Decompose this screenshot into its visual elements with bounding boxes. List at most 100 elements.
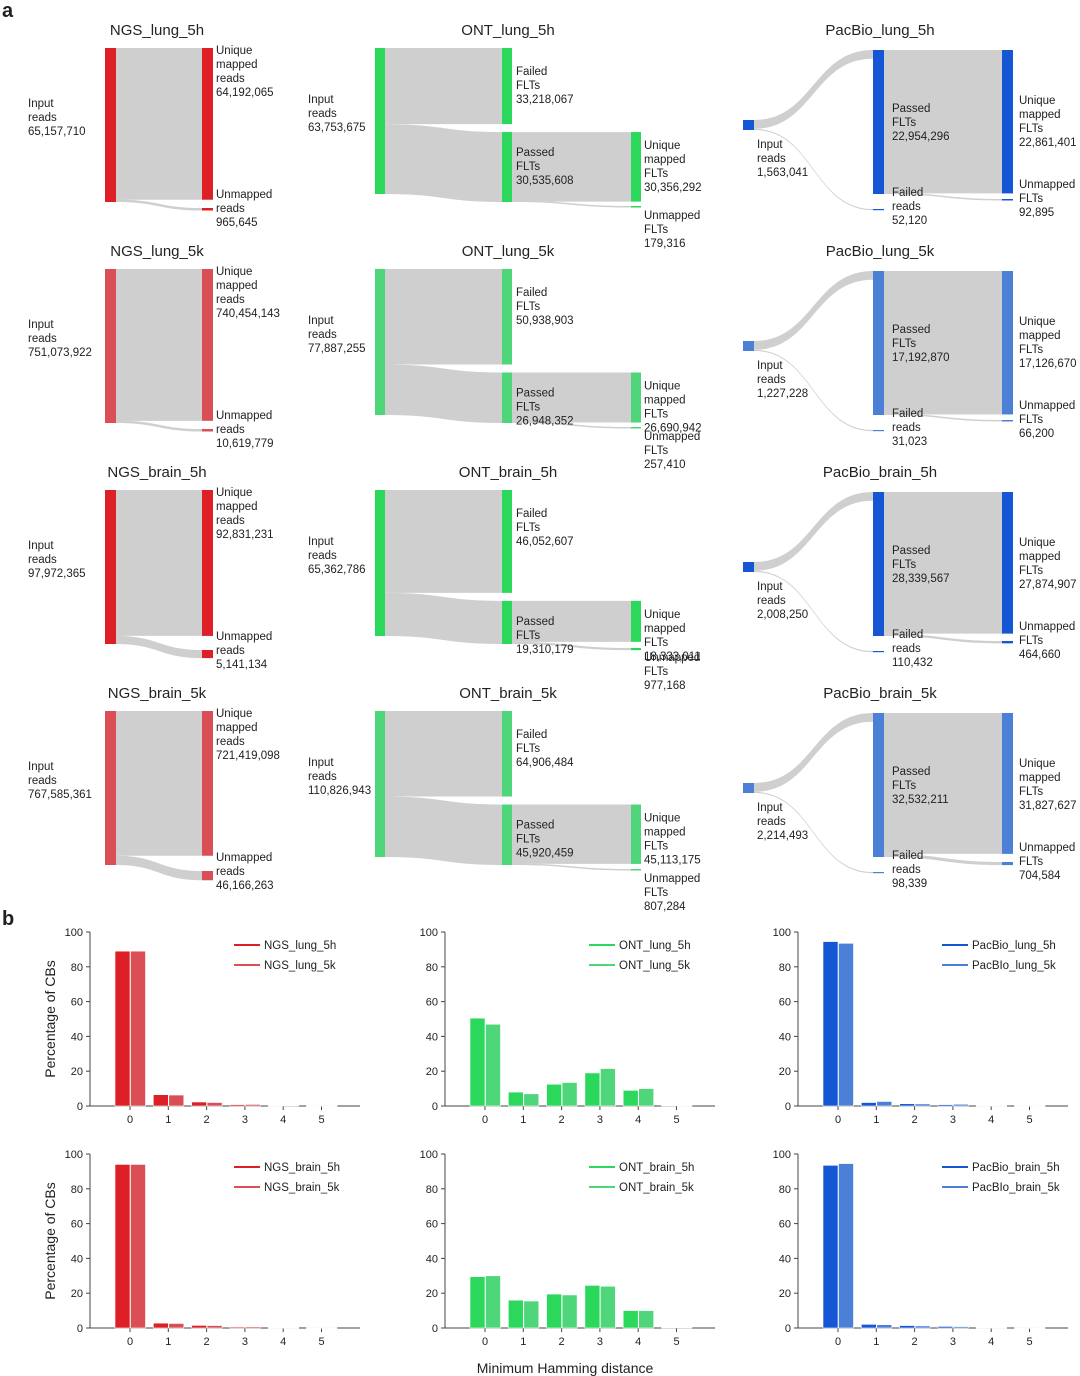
sankey-label-unmapped: Unmapped reads 965,645	[216, 189, 272, 229]
sankey-link	[884, 633, 1002, 644]
sankey-node-failed	[502, 269, 512, 365]
y-tick-label: 60	[779, 997, 791, 1009]
sankey-node-input	[743, 120, 754, 130]
y-tick-label: 80	[779, 962, 791, 974]
sankey-link	[754, 128, 873, 211]
bar-NGS_lung_5k-5	[321, 1105, 338, 1107]
sankey-NGS_lung_5h: NGS_lung_5h Input reads 65,157,710 Unique map…	[28, 22, 274, 229]
sankey-link	[116, 420, 202, 432]
y-tick-label: 40	[71, 1031, 83, 1043]
bar-PacBio_brain_5h-4	[975, 1327, 992, 1329]
x-tick-label: 4	[988, 1336, 994, 1348]
legend-label: ONT_lung_5h	[619, 940, 691, 952]
sankey-label-unmapped: Unmapped reads 5,141,134	[216, 631, 272, 671]
sankey-label-passed: Passed FLTs 45,920,459	[516, 820, 574, 860]
sankey-link	[884, 50, 1002, 194]
sankey-link	[385, 711, 502, 797]
sankey-label-input: Input reads 767,585,361	[28, 761, 92, 801]
bar-NGS_lung_5k-4	[283, 1105, 300, 1107]
bar-PacBIo_brain_5k-3	[953, 1326, 969, 1329]
sankey-node-passed	[502, 600, 512, 644]
bar-NGS_brain_5k-1	[168, 1323, 185, 1329]
y-tick-label: 60	[426, 1219, 438, 1231]
bar-ONT_brain_5h-5	[661, 1327, 677, 1329]
sankey-label-mapped: Unique mapped FLTs 18,333,011	[644, 609, 701, 663]
bar-PacBio_brain_5h-1	[860, 1324, 877, 1329]
y-tick-label: 100	[773, 927, 791, 939]
bar-PacBio_brain_5h-5	[1014, 1327, 1030, 1329]
sankey-label-mapped: Unique mapped FLTs 45,113,175	[644, 813, 701, 867]
sankey-title: ONT_lung_5k	[462, 243, 555, 260]
sankey-link	[385, 124, 502, 202]
sankey-label-passed: Passed FLTs 22,954,296	[892, 103, 950, 143]
sankey-link	[884, 713, 1002, 854]
sankey-link	[754, 50, 873, 129]
sankey-node-passed	[502, 132, 512, 202]
bar-NGS_brain_5k-5	[321, 1327, 338, 1329]
sankey-node-mapped	[631, 600, 641, 642]
sankey-label-mapped: Unique mapped reads 721,419,098	[216, 708, 280, 762]
y-tick-label: 100	[420, 927, 438, 939]
y-tick-label: 80	[426, 962, 438, 974]
legend-label: PacBio_brain_5h	[972, 1162, 1060, 1174]
sankey-label-passed: Passed FLTs 17,192,870	[892, 324, 950, 364]
sankey-link	[512, 200, 631, 208]
sankey-node-unmapped	[202, 650, 213, 659]
y-tick-label: 0	[77, 1101, 83, 1113]
bar-ONT_brain_5k-5	[676, 1327, 693, 1329]
sankey-title: ONT_brain_5h	[459, 464, 557, 481]
bar-ONT_lung_5h-3	[584, 1072, 601, 1107]
bar-ONT_lung_5h-4	[622, 1090, 639, 1107]
bar-NGS_brain_5h-2	[191, 1325, 207, 1329]
x-tick-label: 0	[127, 1336, 133, 1348]
sankey-label-failed: Failed reads 31,023	[892, 408, 927, 448]
bar-ONT_brain_5k-1	[523, 1300, 540, 1329]
x-tick-label: 0	[127, 1114, 133, 1126]
x-tick-label: 5	[673, 1336, 679, 1348]
bar-PacBIo_brain_5k-1	[876, 1324, 893, 1329]
y-tick-label: 0	[432, 1323, 438, 1335]
bar-NGS_brain_5h-5	[306, 1327, 322, 1329]
sankey-label-failed: Failed FLTs 64,906,484	[516, 729, 574, 769]
sankey-link	[116, 48, 202, 200]
x-tick-label: 1	[520, 1114, 526, 1126]
y-tick-label: 100	[773, 1149, 791, 1161]
y-tick-label: 40	[779, 1031, 791, 1043]
bar-ONT_lung_5k-4	[638, 1088, 655, 1107]
sankey-node-unmapped	[631, 648, 641, 651]
sankey-link	[512, 132, 631, 202]
sankey-title: PacBio_lung_5k	[826, 243, 935, 260]
x-tick-label: 4	[280, 1114, 286, 1126]
sankey-node-passed	[873, 492, 884, 636]
x-tick-label: 1	[873, 1114, 879, 1126]
sankey-node-mapped	[202, 490, 213, 636]
x-tick-label: 5	[318, 1336, 324, 1348]
sankey-link	[754, 349, 873, 432]
bar-PacBio_lung_5h-4	[975, 1105, 992, 1107]
bar-PacBio_lung_5h-1	[860, 1102, 877, 1107]
y-tick-label: 0	[785, 1101, 791, 1113]
y-tick-label: 80	[71, 1184, 83, 1196]
y-tick-label: 40	[426, 1031, 438, 1043]
y-tick-label: 20	[426, 1066, 438, 1078]
bar-PacBIo_lung_5k-3	[953, 1103, 969, 1107]
sankey-node-input	[375, 490, 385, 636]
sankey-label-mapped: Unique mapped reads 92,831,231	[216, 487, 274, 541]
sankey-PacBio_brain_5k: PacBio_brain_5k Input reads 2,214,493 Passed…	[743, 685, 1077, 890]
sankey-node-failed	[502, 490, 512, 593]
x-tick-label: 3	[950, 1114, 956, 1126]
sankey-link	[512, 421, 631, 429]
sankey-node-input	[375, 48, 385, 194]
x-tick-label: 5	[318, 1114, 324, 1126]
y-tick-label: 60	[779, 1219, 791, 1231]
sankey-label-unmapped: Unmapped FLTs 977,168	[644, 652, 700, 692]
sankey-NGS_brain_5h: NGS_brain_5h Input reads 97,972,365 Unique ma…	[28, 464, 274, 671]
sankey-label-unmapped: Unmapped FLTs 704,584	[1019, 842, 1075, 882]
x-tick-label: 2	[204, 1114, 210, 1126]
x-tick-label: 3	[950, 1336, 956, 1348]
sankey-link	[385, 364, 502, 423]
y-tick-label: 60	[71, 997, 83, 1009]
sankey-label-unmapped: Unmapped FLTs 464,660	[1019, 621, 1075, 661]
sankey-node-failed	[873, 209, 884, 211]
